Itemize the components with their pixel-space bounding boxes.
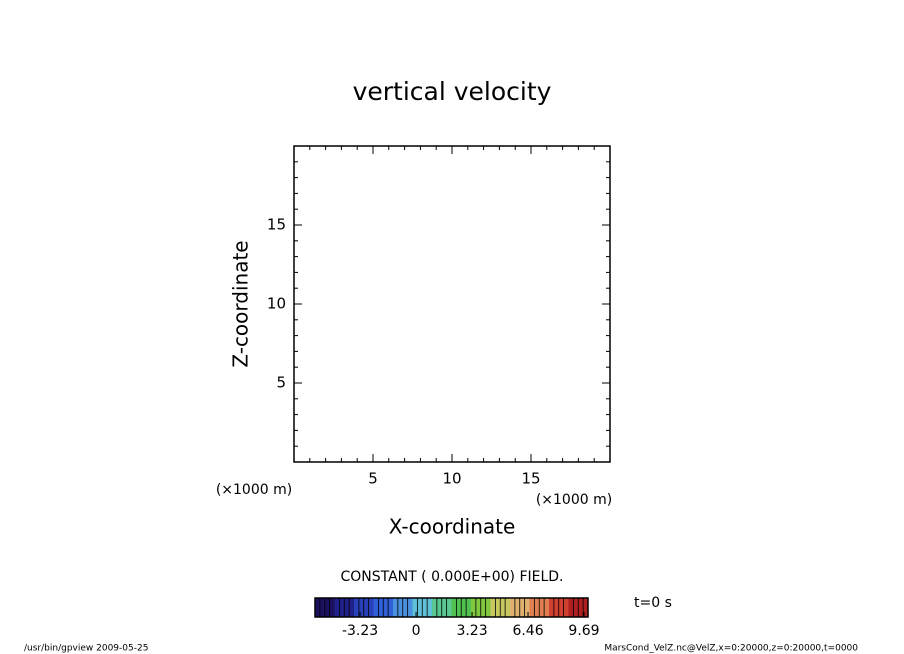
chart-title: vertical velocity xyxy=(353,77,552,106)
colorbar-tick-label: 9.69 xyxy=(568,623,599,639)
colorbar-frame xyxy=(314,597,589,618)
y-axis-label: Z-coordinate xyxy=(229,240,253,367)
x-tick-label: 10 xyxy=(442,470,461,488)
y-tick-label: 5 xyxy=(276,374,286,392)
x-tick-label: 5 xyxy=(368,470,378,488)
colorbar-tick-label: 3.23 xyxy=(456,623,487,639)
x-axis-label: X-coordinate xyxy=(389,515,516,539)
footer-left: /usr/bin/gpview 2009-05-25 xyxy=(24,644,148,654)
time-label: t=0 s xyxy=(634,595,672,611)
y-tick-label: 10 xyxy=(267,295,286,313)
plot-frame xyxy=(293,145,611,463)
colorbar-tick-label: 6.46 xyxy=(512,623,543,639)
message: CONSTANT ( 0.000E+00) FIELD. xyxy=(340,569,563,585)
x-tick-label: 15 xyxy=(521,470,540,488)
colorbar-tick-label: 0 xyxy=(412,623,421,639)
colorbar-tick-label: -3.23 xyxy=(342,623,378,639)
x-unit: (×1000 m) xyxy=(536,492,612,508)
footer-right: MarsCond_VelZ.nc@VelZ,x=0:20000,z=0:2000… xyxy=(604,644,858,654)
y-unit: (×1000 m) xyxy=(216,482,292,498)
y-tick-label: 15 xyxy=(267,216,286,234)
